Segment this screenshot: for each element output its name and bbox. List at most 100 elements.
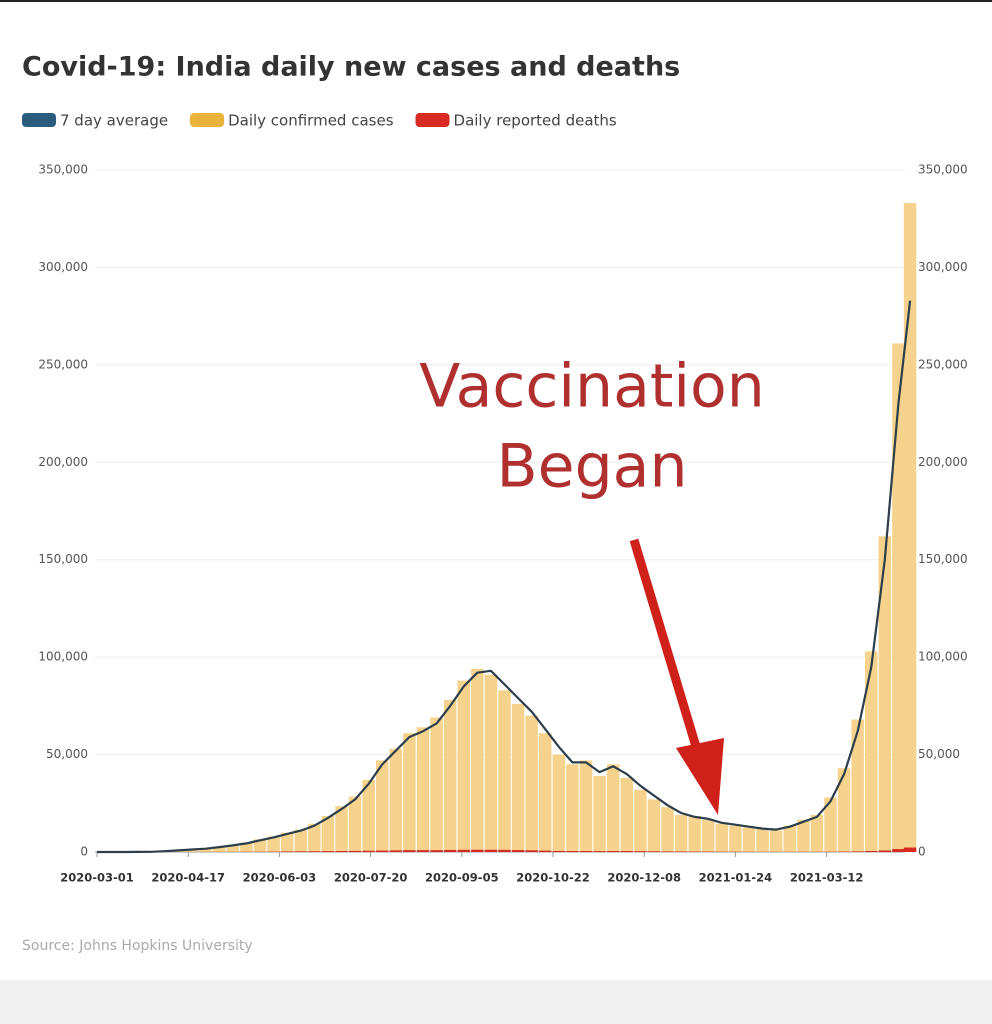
- bar: [566, 851, 579, 852]
- bar: [579, 851, 593, 852]
- bar: [376, 850, 389, 852]
- y-tick-label: 50,000: [46, 747, 88, 761]
- bar: [484, 849, 498, 852]
- bar: [267, 836, 280, 852]
- bar: [321, 851, 335, 852]
- bar: [661, 851, 674, 852]
- bar: [403, 850, 416, 852]
- bar: [484, 674, 498, 852]
- bar: [552, 850, 566, 852]
- bar: [511, 850, 525, 852]
- bar: [837, 768, 851, 852]
- bar: [389, 748, 403, 852]
- bar: [498, 690, 511, 852]
- bar: [620, 777, 633, 852]
- bar: [878, 850, 892, 852]
- bar: [674, 814, 688, 852]
- chart-title: Covid-19: India daily new cases and deat…: [22, 52, 680, 83]
- bar: [810, 814, 824, 852]
- bar: [620, 851, 633, 852]
- bar: [525, 715, 538, 852]
- bar: [403, 733, 416, 852]
- legend-swatch: [415, 113, 450, 127]
- x-tick-label: 2020-07-20: [334, 871, 408, 885]
- bar: [280, 851, 294, 852]
- bar: [416, 850, 430, 852]
- bar: [769, 830, 783, 852]
- annotation: Vaccination Began: [419, 352, 765, 815]
- bar: [579, 760, 593, 852]
- y-tick-label: 100,000: [38, 650, 88, 664]
- legend-label: Daily confirmed cases: [228, 112, 394, 130]
- y2-tick-label: 0: [918, 845, 926, 859]
- bar: [593, 851, 606, 852]
- bar: [335, 851, 348, 852]
- x-tick-label: 2020-10-22: [516, 871, 590, 885]
- bar: [756, 829, 769, 852]
- x-tick-label: 2020-03-01: [60, 871, 134, 885]
- bar: [348, 850, 362, 852]
- bar: [797, 819, 810, 852]
- bar: [742, 827, 756, 852]
- bar: [688, 815, 701, 852]
- bar: [552, 754, 566, 852]
- bar: [498, 849, 511, 852]
- y-tick-label: 150,000: [38, 552, 88, 566]
- bar: [851, 851, 864, 852]
- bar: [903, 847, 917, 852]
- bar: [471, 849, 484, 852]
- bottom-band: [0, 980, 992, 1024]
- bar: [240, 842, 253, 852]
- bar: [294, 829, 307, 852]
- bar: [606, 764, 620, 852]
- bar: [321, 815, 335, 852]
- bar: [185, 849, 199, 852]
- bar: [280, 832, 294, 852]
- bar: [348, 796, 362, 852]
- y2-tick-label: 300,000: [918, 260, 968, 274]
- legend: 7 day average Daily confirmed cases Daily …: [22, 112, 617, 130]
- x-tick-label: 2020-04-17: [151, 871, 225, 885]
- y2-tick-label: 100,000: [918, 650, 968, 664]
- y-tick-label: 200,000: [38, 455, 88, 469]
- y2-tick-label: 50,000: [918, 747, 960, 761]
- bar: [253, 839, 267, 852]
- bar: [416, 727, 430, 852]
- bar: [593, 776, 606, 852]
- line: [97, 300, 912, 854]
- bar: [362, 779, 375, 852]
- y-tick-label: 250,000: [38, 357, 88, 371]
- bar: [430, 850, 443, 852]
- y-tick-label: 300,000: [38, 260, 88, 274]
- bar: [376, 760, 389, 852]
- bar: [457, 849, 470, 852]
- bar: [308, 851, 321, 852]
- bar: [457, 680, 470, 852]
- bar: [783, 825, 796, 852]
- legend-swatch: [190, 113, 225, 127]
- bar: [647, 799, 661, 852]
- source-note: Source: Johns Hopkins University: [22, 938, 253, 954]
- bar: [634, 789, 647, 852]
- bar: [539, 850, 552, 852]
- y2-tick-label: 200,000: [918, 455, 968, 469]
- x-tick-label: 2021-01-24: [699, 871, 773, 885]
- bar: [824, 797, 837, 852]
- bar: [199, 848, 212, 852]
- x-tick-label: 2020-06-03: [243, 871, 317, 885]
- bar: [226, 844, 240, 852]
- annotation-arrow-head: [676, 738, 724, 815]
- y-tick-label: 350,000: [38, 163, 88, 177]
- annotation-text: Began: [497, 432, 688, 502]
- bar: [878, 536, 892, 852]
- bar: [430, 717, 443, 852]
- bar: [539, 733, 552, 852]
- bar: [294, 851, 307, 852]
- bar: [865, 851, 878, 852]
- bar: [525, 850, 538, 852]
- plot-area: 0 50,000 100,000 150,000 200,000 250,000 300,0…: [38, 163, 967, 885]
- bar: [606, 851, 620, 852]
- legend-swatch: [22, 113, 56, 127]
